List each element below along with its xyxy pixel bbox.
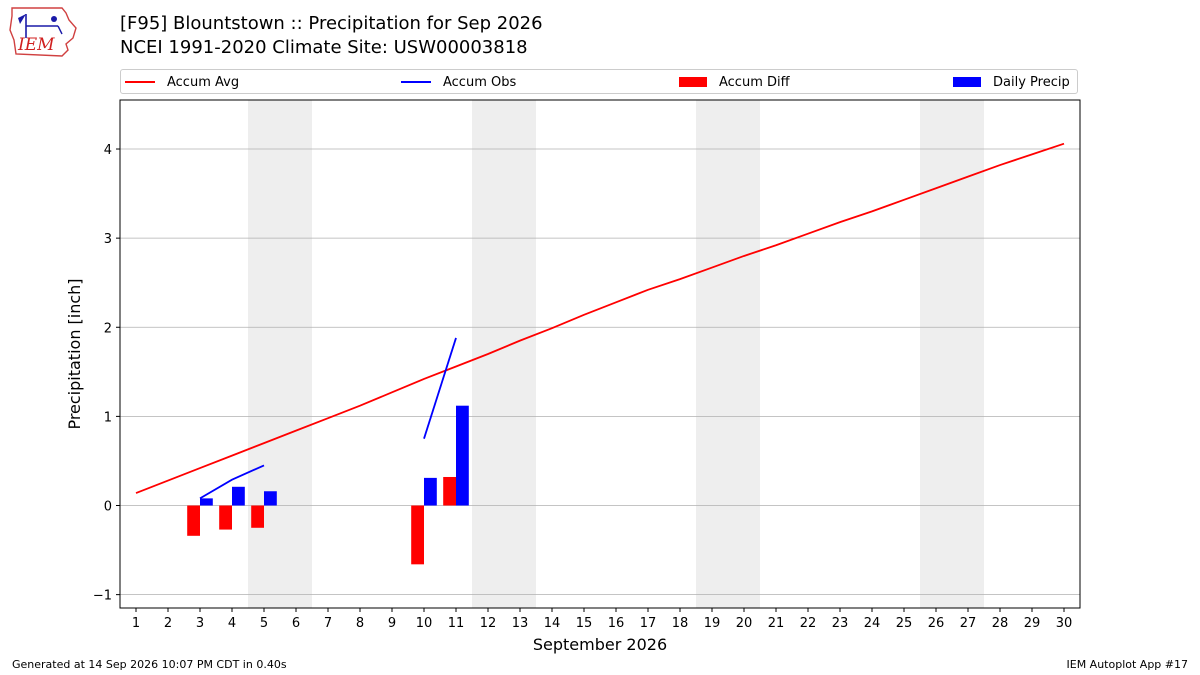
x-tick-label: 20	[736, 616, 753, 631]
legend-item-accum-obs: Accum Obs	[401, 73, 516, 91]
x-tick-label: 3	[196, 616, 204, 631]
weekend-shade	[248, 100, 312, 608]
legend-label-daily-precip: Daily Precip	[993, 74, 1070, 90]
bar-accum-diff	[411, 505, 424, 565]
x-tick-label: 27	[960, 616, 977, 631]
y-tick-label: 2	[104, 321, 112, 336]
y-tick-label: 0	[104, 500, 112, 515]
x-tick-label: 8	[356, 616, 364, 631]
x-tick-label: 22	[800, 616, 817, 631]
legend-swatch-accum-diff	[679, 77, 707, 87]
legend-swatch-daily-precip	[953, 77, 981, 87]
x-tick-label: 14	[544, 616, 561, 631]
legend-item-accum-diff: Accum Diff	[679, 73, 790, 91]
line-accum-obs	[423, 337, 457, 439]
plot-frame	[119, 99, 1081, 609]
legend-label-accum-obs: Accum Obs	[443, 74, 517, 90]
x-tick-label: 15	[576, 616, 593, 631]
x-tick-label: 9	[388, 616, 396, 631]
x-tick-label: 4	[228, 616, 236, 631]
bar-accum-diff	[251, 505, 264, 528]
y-tick-label: 1	[104, 410, 112, 425]
x-tick-label: 17	[640, 616, 657, 631]
bar-daily-precip	[456, 405, 469, 506]
x-tick-label: 19	[704, 616, 721, 631]
chart-subtitle: NCEI 1991-2020 Climate Site: USW00003818	[120, 37, 528, 58]
legend-label-accum-diff: Accum Diff	[719, 74, 790, 90]
x-tick-label: 30	[1056, 616, 1073, 631]
y-axis-label: Precipitation [inch]	[65, 278, 84, 429]
x-tick-label: 5	[260, 616, 268, 631]
iem-logo: IEM	[9, 7, 77, 57]
footer-generated-text: Generated at 14 Sep 2026 10:07 PM CDT in…	[12, 658, 287, 671]
bar-daily-precip	[232, 486, 245, 506]
x-tick-label: 12	[480, 616, 497, 631]
x-tick-label: 18	[672, 616, 689, 631]
x-tick-label: 24	[864, 616, 881, 631]
x-tick-label: 16	[608, 616, 625, 631]
x-tick-label: 29	[1024, 616, 1041, 631]
chart-title: [F95] Blountstown :: Precipitation for S…	[120, 13, 543, 34]
logo-text: IEM	[17, 35, 55, 55]
line-accum-obs	[199, 464, 265, 500]
x-tick-label: 11	[448, 616, 465, 631]
footer-app-text: IEM Autoplot App #17	[1066, 658, 1189, 671]
y-tick-label: 3	[104, 232, 112, 247]
x-tick-label: 1	[132, 616, 140, 631]
x-tick-label: 2	[164, 616, 172, 631]
legend-item-accum-avg: Accum Avg	[125, 73, 239, 91]
weekend-shade	[920, 100, 984, 608]
bar-accum-diff	[219, 505, 232, 530]
x-axis-label: September 2026	[533, 635, 667, 654]
bar-accum-diff	[443, 476, 456, 506]
bar-daily-precip	[424, 477, 437, 506]
iowa-state-outline-weather-station-icon	[9, 7, 77, 57]
x-tick-label: 25	[896, 616, 913, 631]
bar-daily-precip	[264, 491, 277, 506]
y-tick-label: 4	[104, 143, 112, 158]
legend-label-accum-avg: Accum Avg	[167, 74, 240, 90]
legend-swatch-accum-avg	[125, 81, 155, 83]
x-tick-label: 13	[512, 616, 529, 631]
x-tick-label: 6	[292, 616, 300, 631]
line-accum-avg	[135, 142, 1065, 494]
weekend-shade	[696, 100, 760, 608]
x-tick-label: 28	[992, 616, 1009, 631]
x-tick-label: 10	[416, 616, 433, 631]
legend-swatch-accum-obs	[401, 81, 431, 83]
y-tick-label: −1	[93, 589, 112, 604]
bar-daily-precip	[200, 498, 213, 506]
x-tick-label: 7	[324, 616, 332, 631]
x-tick-label: 26	[928, 616, 945, 631]
weekend-shade	[472, 100, 536, 608]
x-tick-label: 23	[832, 616, 849, 631]
x-tick-label: 21	[768, 616, 785, 631]
chart-legend: Accum Avg Accum Obs Accum Diff Daily Pre…	[120, 69, 1078, 94]
legend-item-daily-precip: Daily Precip	[953, 73, 1070, 91]
bar-accum-diff	[187, 505, 200, 536]
